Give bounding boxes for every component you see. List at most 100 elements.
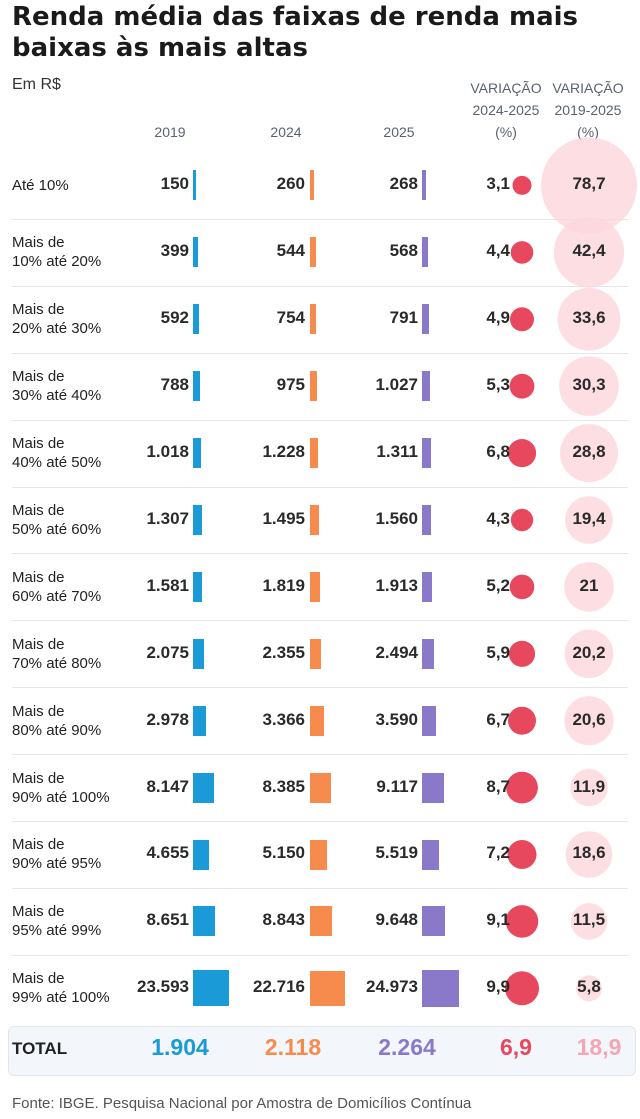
var-2024-2025-circle: [505, 971, 539, 1006]
bar-2024: [310, 638, 322, 669]
bar-2024: [310, 839, 327, 870]
bar-2025: [422, 906, 445, 937]
bar-2019: [193, 371, 200, 402]
value-2025: 568: [389, 241, 418, 261]
var-2024-2025-circle: [508, 706, 536, 735]
var-2019-2025-value: 28,8: [572, 442, 606, 462]
total-row: [8, 1026, 636, 1076]
bar-2019: [193, 772, 215, 803]
var-2024-2025-value: 9,9: [486, 977, 510, 997]
row-label-line: 60% até 70%: [12, 587, 102, 605]
value-2019: 2.978: [146, 709, 189, 729]
var-2024-2025-header-line-1: VARIAÇÃO: [470, 80, 542, 96]
chart-title: Renda média das faixas de renda mais bai…: [12, 2, 579, 63]
var-2024-2025-circle: [510, 508, 534, 532]
row-label-line: Mais de: [12, 769, 65, 787]
var-2019-2025-value: 19,4: [572, 508, 606, 528]
var-2019-2025-circle: [565, 831, 613, 878]
value-2025: 2.494: [375, 642, 418, 662]
row-label: Mais de 95% até 99%: [12, 902, 132, 940]
var-2019-2025-value: 11,5: [572, 910, 606, 930]
var-2024-2025-circle: [510, 241, 534, 264]
bar-2019: [193, 906, 215, 937]
var-2019-2025-value: 21: [579, 575, 599, 595]
var-2024-2025-value: 4,4: [486, 241, 510, 261]
column-header-2019: 2019: [154, 124, 186, 140]
bar-2019: [193, 638, 204, 669]
var-2024-2025-value: 8,7: [486, 776, 510, 796]
row-label-line: Mais de: [12, 234, 65, 252]
value-2024: 8.843: [262, 910, 305, 930]
value-2025: 1.027: [375, 375, 418, 395]
row-label-line: Mais de: [12, 702, 65, 720]
bar-2019: [193, 571, 203, 602]
value-2024: 3.366: [262, 709, 305, 729]
bar-2025: [422, 505, 432, 535]
row-label-line: 95% até 99%: [12, 922, 102, 940]
row-divider: [12, 887, 628, 889]
bar-2019: [193, 705, 206, 736]
var-2024-2025-value: 7,2: [486, 843, 510, 863]
value-2025: 5.519: [375, 843, 418, 863]
row-divider: [12, 352, 628, 354]
row-label-line: Mais de: [12, 501, 65, 519]
var-2019-2025-value: 42,4: [572, 241, 606, 261]
value-2019: 1.581: [146, 575, 189, 595]
value-2019: 2.075: [146, 642, 189, 662]
var-2019-2025-circle: [570, 903, 608, 940]
row-divider: [12, 285, 628, 287]
value-2025: 24.973: [366, 977, 418, 997]
value-2025: 1.560: [375, 508, 418, 528]
var-2024-2025-value: 6,7: [486, 709, 510, 729]
var-2024-2025-value: 9,1: [486, 910, 510, 930]
var-2019-2025-circle: [570, 768, 608, 807]
var-2019-2025-circle: [565, 496, 613, 544]
var-2019-2025-value: 20,6: [572, 709, 606, 729]
bar-2025: [422, 371, 430, 402]
row-label-line: Mais de: [12, 568, 65, 586]
bar-2019: [193, 237, 198, 268]
value-2025: 1.311: [376, 442, 418, 462]
var-2024-2025-value: 4,9: [486, 308, 510, 328]
value-2025: 791: [389, 308, 418, 328]
value-2024: 975: [276, 375, 305, 395]
var-2019-2025-value: 5,8: [577, 977, 601, 997]
total-2025: 2.264: [378, 1034, 436, 1060]
bar-2019: [193, 170, 196, 201]
var-2019-2025-circle: [541, 137, 637, 234]
row-label-line: 99% até 100%: [12, 989, 110, 1007]
row-label-line: Mais de: [12, 435, 65, 453]
row-divider: [12, 419, 628, 421]
value-2025: 9.648: [375, 910, 418, 930]
var-2024-2025-circle: [509, 574, 535, 600]
bar-2025: [422, 839, 440, 870]
chart-subtitle: Em R$: [12, 76, 61, 93]
value-2025: 3.590: [375, 709, 418, 729]
bar-2024: [310, 304, 317, 335]
row-label: Mais de 80% até 90%: [12, 702, 132, 740]
var-2019-2025-value: 33,6: [572, 308, 606, 328]
value-2024: 2.355: [262, 642, 305, 662]
row-label-line: Mais de: [12, 635, 65, 653]
bar-2024: [310, 237, 316, 268]
bar-2025: [422, 170, 426, 201]
var-2019-2025-value: 20,2: [572, 642, 606, 662]
value-2025: 268: [389, 174, 418, 194]
var-2024-2025-circle: [512, 175, 532, 195]
column-header-var-2024-2025: VARIAÇÃO 2024-2025 (%): [466, 77, 546, 143]
row-divider: [12, 486, 628, 488]
column-header-var-2019-2025: VARIAÇÃO 2019-2025 (%): [548, 77, 628, 143]
row-divider: [12, 687, 628, 689]
bar-2019: [193, 505, 202, 535]
row-label-line: 20% até 30%: [12, 320, 102, 338]
total-2024: 2.118: [264, 1034, 322, 1060]
row-label: Mais de 50% até 60%: [12, 501, 132, 539]
row-label-line: 50% até 60%: [12, 520, 102, 538]
bar-2019: [193, 304, 199, 335]
bar-2024: [310, 970, 346, 1006]
var-2019-2025-header-line-1: VARIAÇÃO: [552, 80, 624, 96]
row-label-line: 70% até 80%: [12, 654, 102, 672]
column-header-2025: 2025: [383, 124, 415, 140]
bar-2025: [422, 237, 428, 268]
row-label-line: 30% até 40%: [12, 387, 102, 405]
